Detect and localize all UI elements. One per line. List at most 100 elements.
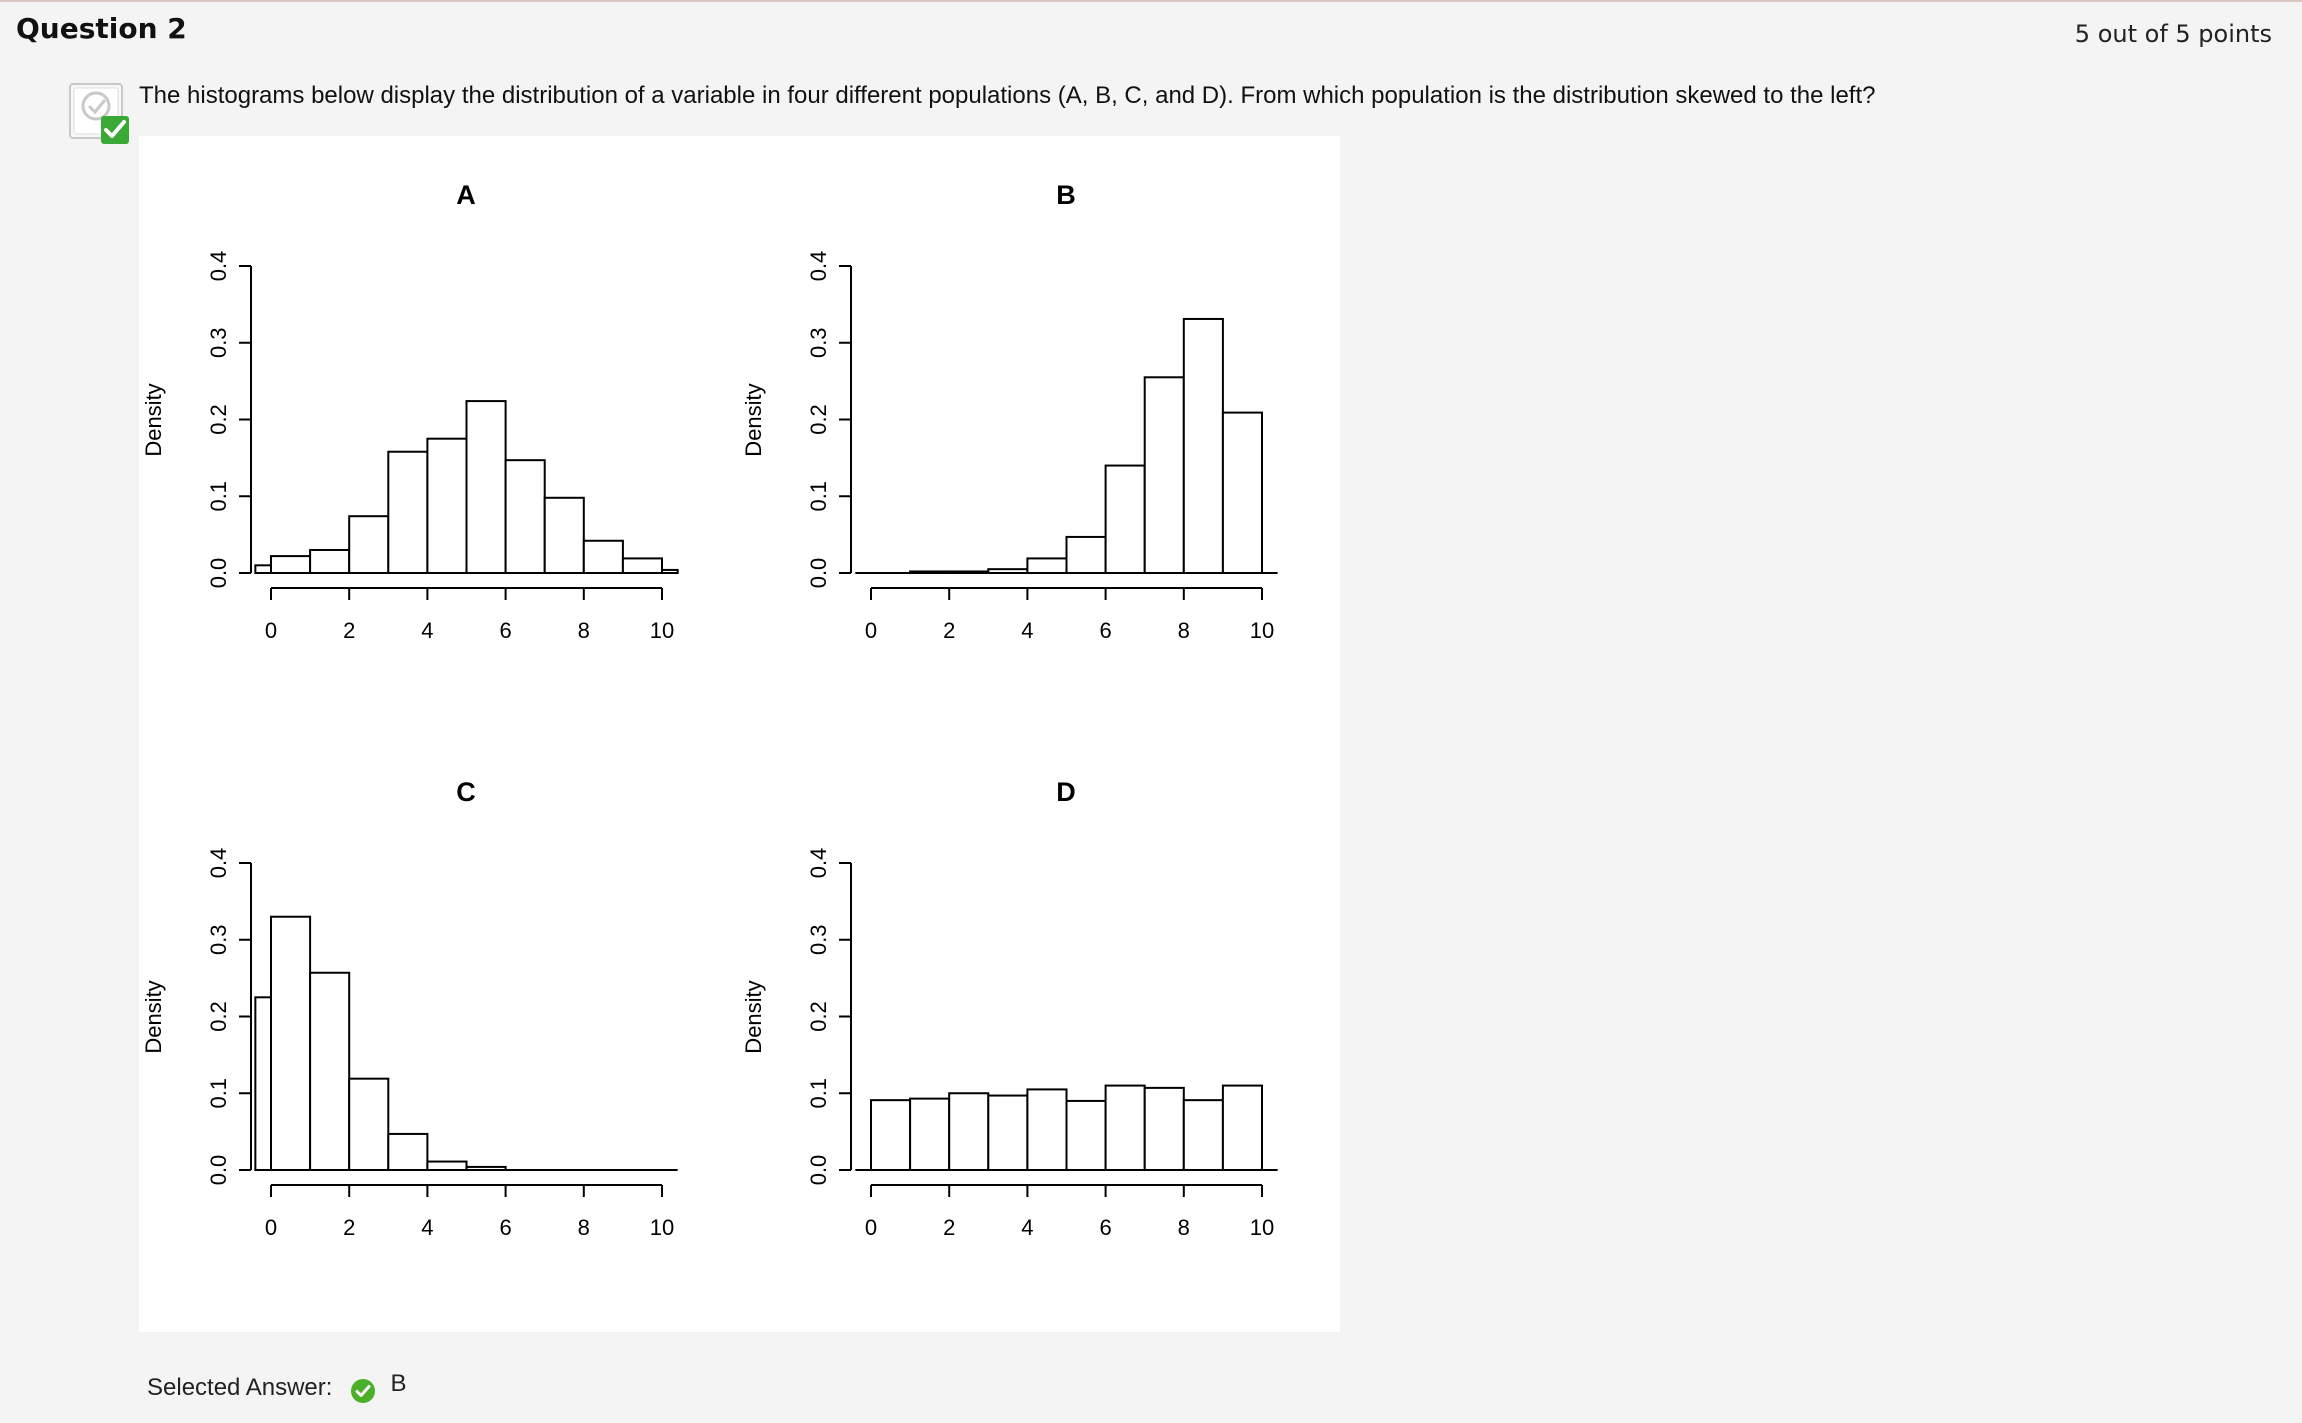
histogram-bar bbox=[1026, 1088, 1068, 1171]
histogram-bar bbox=[582, 539, 624, 575]
histogram-c: C Density 0.0 0.1 0.2 0.3 0.4 0 2 4 6 8 10 bbox=[141, 777, 678, 1240]
x-tick-label: 0 bbox=[265, 618, 277, 643]
y-axis-label: Density bbox=[141, 980, 166, 1053]
histogram-d: D Density 0.0 0.1 0.2 0.3 0.4 0 2 4 6 8 10 bbox=[741, 777, 1278, 1240]
y-axis-label: Density bbox=[741, 980, 766, 1053]
histogram-bar bbox=[987, 568, 1029, 575]
x-tick-label: 4 bbox=[421, 618, 433, 643]
y-axis-label: Density bbox=[141, 383, 166, 456]
x-tick-label: 2 bbox=[343, 618, 355, 643]
histogram-bar bbox=[1104, 464, 1146, 574]
chart-title: D bbox=[1056, 777, 1076, 807]
x-tick-label: 2 bbox=[943, 618, 955, 643]
x-tick-label: 6 bbox=[499, 1215, 511, 1240]
histogram-bar bbox=[909, 570, 951, 574]
histogram-figure: A Density 0.0 0.1 0.2 0.3 0.4 0 2 4 6 8 10 B Density 0.… bbox=[139, 136, 1340, 1332]
y-tick-label: 0.4 bbox=[806, 848, 831, 879]
histogram-bar bbox=[1221, 1084, 1264, 1172]
histogram-bar bbox=[1221, 411, 1264, 574]
x-tick-label: 6 bbox=[1099, 618, 1111, 643]
y-tick-label: 0.0 bbox=[206, 1155, 231, 1186]
histogram-bar bbox=[948, 1092, 990, 1171]
histogram-bar bbox=[426, 1160, 468, 1171]
histogram-bar bbox=[465, 400, 507, 574]
histogram-bar bbox=[1026, 557, 1068, 575]
histogram-bar bbox=[621, 557, 663, 575]
y-axis-label: Density bbox=[741, 383, 766, 456]
histogram-bar bbox=[1143, 376, 1185, 574]
x-tick-label: 6 bbox=[1099, 1215, 1111, 1240]
question-title: Question 2 bbox=[16, 12, 187, 45]
y-tick-label: 0.3 bbox=[806, 924, 831, 955]
y-tick-label: 0.1 bbox=[206, 1078, 231, 1109]
x-tick-label: 10 bbox=[1250, 618, 1274, 643]
y-tick-label: 0.4 bbox=[206, 848, 231, 879]
y-tick-label: 0.0 bbox=[206, 558, 231, 589]
histogram-bar bbox=[1143, 1086, 1185, 1171]
x-tick-label: 6 bbox=[499, 618, 511, 643]
histogram-bar bbox=[387, 450, 429, 574]
x-tick-label: 4 bbox=[421, 1215, 433, 1240]
x-tick-label: 2 bbox=[943, 1215, 955, 1240]
histogram-bar bbox=[270, 555, 312, 574]
histogram-bar bbox=[661, 568, 679, 574]
y-tick-label: 0.4 bbox=[806, 251, 831, 282]
selected-answer-value: B bbox=[390, 1370, 407, 1397]
x-tick-label: 8 bbox=[578, 1215, 590, 1240]
histogram-bar bbox=[465, 1165, 507, 1172]
histogram-bar bbox=[543, 496, 585, 574]
histogram-bar bbox=[348, 1077, 390, 1171]
chart-title: C bbox=[456, 777, 476, 807]
x-tick-label: 10 bbox=[650, 1215, 674, 1240]
y-tick-label: 0.0 bbox=[806, 558, 831, 589]
y-tick-label: 0.2 bbox=[806, 1001, 831, 1032]
x-tick-label: 8 bbox=[578, 618, 590, 643]
histogram-bar bbox=[254, 996, 273, 1171]
chart-title: B bbox=[1056, 180, 1076, 210]
histogram-bar bbox=[870, 1099, 912, 1171]
x-tick-label: 8 bbox=[1178, 618, 1190, 643]
y-tick-label: 0.2 bbox=[806, 404, 831, 435]
histogram-bar bbox=[309, 971, 351, 1171]
y-tick-label: 0.1 bbox=[806, 1078, 831, 1109]
histogram-b: B Density 0.0 0.1 0.2 0.3 0.4 0 2 4 6 8 10 bbox=[741, 180, 1278, 643]
question-points: 5 out of 5 points bbox=[2074, 20, 2272, 48]
selected-answer-row: Selected Answer: B bbox=[147, 1370, 407, 1404]
histogram-bar bbox=[1065, 1099, 1107, 1171]
question-text: The histograms below display the distrib… bbox=[139, 82, 1876, 109]
x-tick-label: 0 bbox=[265, 1215, 277, 1240]
y-tick-label: 0.2 bbox=[206, 404, 231, 435]
histogram-a: A Density 0.0 0.1 0.2 0.3 0.4 0 2 4 6 8 10 bbox=[141, 180, 679, 643]
chart-title: A bbox=[456, 180, 476, 210]
top-divider bbox=[0, 0, 2302, 2]
histogram-bar bbox=[987, 1094, 1029, 1171]
x-tick-label: 10 bbox=[1250, 1215, 1274, 1240]
histogram-bar bbox=[426, 437, 468, 574]
histogram-bar bbox=[254, 564, 273, 575]
selected-answer-label: Selected Answer: bbox=[147, 1374, 333, 1401]
y-tick-label: 0.3 bbox=[206, 327, 231, 358]
histogram-bar bbox=[309, 548, 351, 575]
y-tick-label: 0.1 bbox=[206, 481, 231, 512]
y-tick-label: 0.4 bbox=[206, 251, 231, 282]
y-tick-label: 0.3 bbox=[206, 924, 231, 955]
histogram-bar bbox=[948, 570, 990, 574]
histogram-bar bbox=[1182, 1099, 1224, 1171]
histogram-bar bbox=[1182, 317, 1224, 574]
x-tick-label: 8 bbox=[1178, 1215, 1190, 1240]
y-tick-label: 0.3 bbox=[806, 327, 831, 358]
x-tick-label: 2 bbox=[343, 1215, 355, 1240]
correct-check-icon bbox=[351, 1379, 376, 1403]
x-tick-label: 0 bbox=[865, 1215, 877, 1240]
histogram-bar bbox=[504, 459, 546, 574]
x-tick-label: 0 bbox=[865, 618, 877, 643]
histogram-panels: A Density 0.0 0.1 0.2 0.3 0.4 0 2 4 6 8 10 B Density 0.… bbox=[141, 180, 1278, 1240]
histogram-bar bbox=[909, 1097, 951, 1171]
histogram-bar bbox=[1104, 1084, 1146, 1172]
x-tick-label: 4 bbox=[1021, 618, 1033, 643]
histogram-bar bbox=[270, 915, 312, 1171]
y-tick-label: 0.1 bbox=[806, 481, 831, 512]
histogram-bar bbox=[348, 515, 390, 574]
histogram-bar bbox=[387, 1132, 429, 1171]
y-tick-label: 0.0 bbox=[806, 1155, 831, 1186]
